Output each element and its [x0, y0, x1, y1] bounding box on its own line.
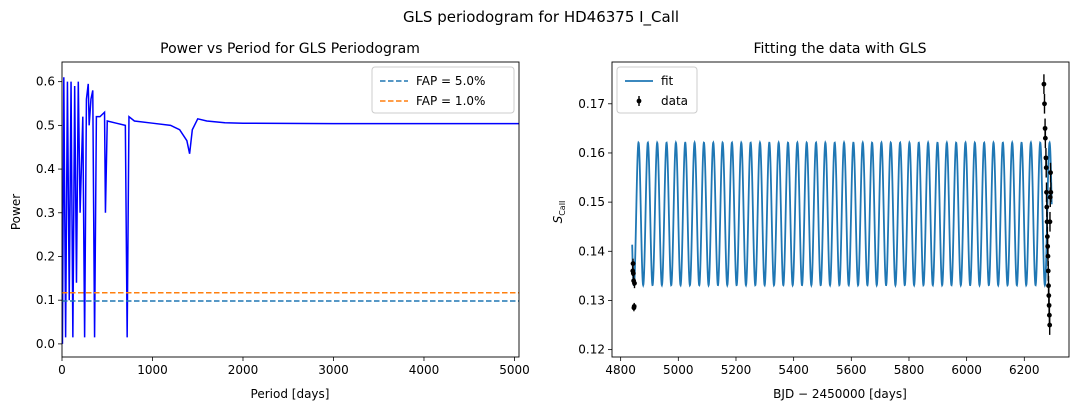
data-point — [1043, 165, 1049, 171]
periodogram-ytick-label: 0.0 — [36, 337, 55, 351]
gls-fit-ytick-label: 0.17 — [578, 97, 605, 111]
gls-fit-xtick-label: 6000 — [951, 363, 982, 377]
periodogram-ytick-label: 0.6 — [36, 75, 55, 89]
periodogram-xtick-label: 4000 — [409, 363, 440, 377]
legend-label-data: data — [661, 94, 688, 108]
legend-label-fap: FAP = 5.0% — [416, 74, 485, 88]
gls-fit-ylabel: SCaII — [551, 201, 567, 224]
periodogram-ytick-label: 0.4 — [36, 162, 55, 176]
periodogram-plot-area — [62, 77, 519, 344]
data-point — [1045, 253, 1051, 259]
gls-fit-ytick-label: 0.15 — [578, 195, 605, 209]
gls-fit-ytick-label: 0.16 — [578, 146, 605, 160]
periodogram-xtick-label: 0 — [58, 363, 66, 377]
gls-fit-title: Fitting the data with GLS — [753, 41, 926, 57]
figure-suptitle: GLS periodogram for HD46375 I_Call — [403, 8, 679, 27]
periodogram-ytick-label: 0.3 — [36, 206, 55, 220]
data-point — [1045, 268, 1051, 274]
gls-fit-xtick-label: 5200 — [721, 363, 752, 377]
periodogram-title: Power vs Period for GLS Periodogram — [160, 41, 420, 57]
legend-label-fit: fit — [661, 74, 674, 88]
gls-fit-chart: Fitting the data with GLS BJD − 2450000 … — [551, 41, 1070, 401]
data-point — [632, 280, 637, 286]
data-point — [1048, 189, 1054, 195]
gls-fit-ytick-label: 0.14 — [578, 244, 605, 258]
gls-fit-legend: fit data — [616, 66, 698, 114]
gls-fit-line — [631, 139, 1053, 289]
periodogram-ytick-label: 0.5 — [36, 118, 55, 132]
data-point — [1042, 135, 1048, 141]
gls-fit-xlabel: BJD − 2450000 [days] — [773, 387, 907, 401]
gls-fit-ytick-label: 0.12 — [578, 343, 605, 357]
gls-fit-xtick-label: 5800 — [894, 363, 925, 377]
data-point — [631, 303, 637, 309]
periodogram-xtick-label: 2000 — [228, 363, 259, 377]
legend-label-fap: FAP = 1.0% — [416, 94, 485, 108]
periodogram-ytick-label: 0.2 — [36, 249, 55, 263]
gls-fit-xtick-label: 5600 — [836, 363, 867, 377]
gls-fit-xtick-label: 5400 — [778, 363, 809, 377]
gls-fit-xtick-label: 5000 — [663, 363, 694, 377]
gls-fit-ytick-label: 0.13 — [578, 293, 605, 307]
periodogram-xtick-label: 5000 — [499, 363, 530, 377]
legend-swatch-data-point — [636, 98, 642, 104]
data-point — [1044, 189, 1049, 195]
periodogram-legend: FAP = 5.0% FAP = 1.0% — [371, 66, 515, 114]
periodogram-xtick-label: 1000 — [137, 363, 168, 377]
periodogram-ylabel: Power — [9, 194, 23, 230]
data-point — [1047, 322, 1053, 328]
data-point — [1041, 81, 1047, 87]
periodogram-ytick-label: 0.1 — [36, 293, 55, 307]
periodogram-xlabel: Period [days] — [251, 387, 330, 401]
periodogram-xtick-label: 3000 — [318, 363, 349, 377]
periodogram-chart: Power vs Period for GLS Periodogram Peri… — [9, 41, 530, 401]
data-point — [630, 261, 636, 266]
periodogram-axes-frame — [61, 61, 520, 358]
data-point — [1042, 101, 1047, 107]
periodogram-power-line — [62, 77, 519, 344]
gls-fit-plot-area — [630, 74, 1054, 335]
data-point — [1044, 204, 1050, 210]
gls-fit-axes-frame — [611, 61, 1070, 358]
gls-fit-xtick-label: 6200 — [1009, 363, 1040, 377]
data-point — [1047, 219, 1053, 225]
gls-fit-xtick-label: 4800 — [605, 363, 636, 377]
data-point — [630, 271, 636, 276]
gls-fit-ylabel-main: S — [551, 215, 565, 223]
gls-fit-ylabel-sub: CaII — [558, 201, 567, 216]
data-point — [1048, 170, 1053, 176]
